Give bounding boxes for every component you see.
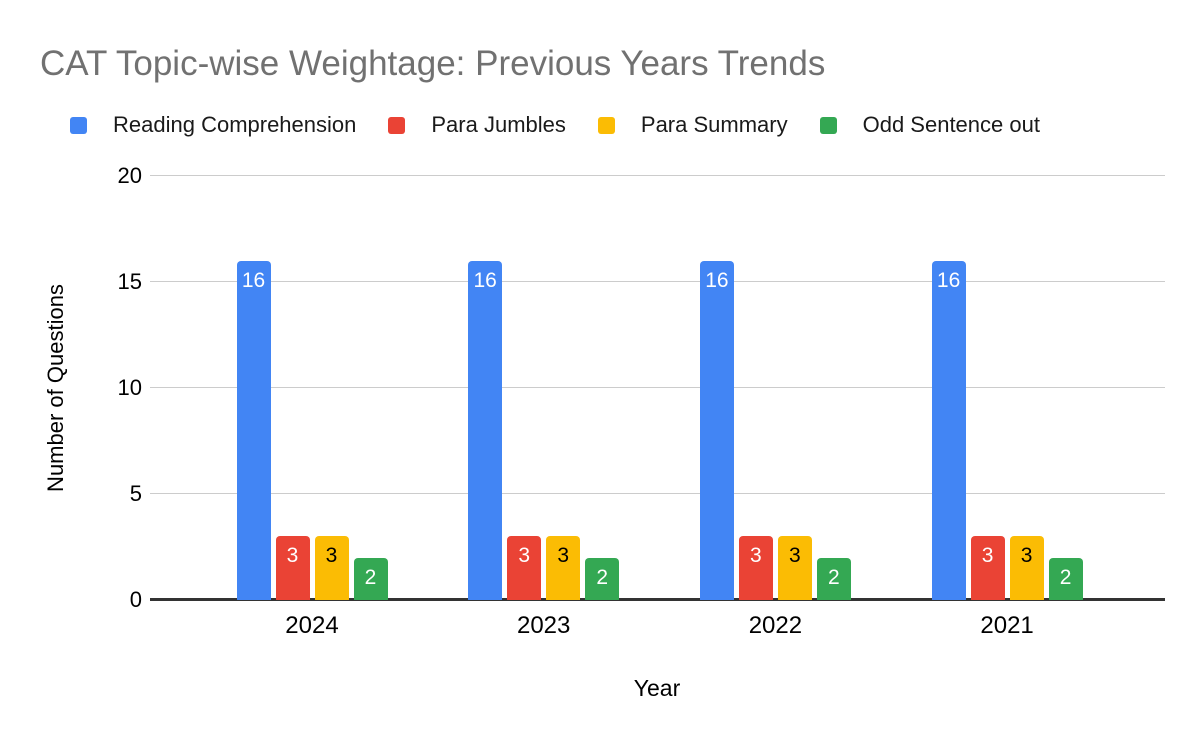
bar-group-2021: 16 3 3 2 <box>931 176 1083 600</box>
legend-swatch-icon <box>70 116 87 134</box>
bar-2023-odd-sentence-out: 2 <box>585 557 620 600</box>
y-tick-label-0: 0 <box>129 587 142 612</box>
legend-label: Para Jumbles <box>431 112 566 137</box>
legend-item-para-summary: Para Summary <box>597 112 788 138</box>
bar-2023-para-jumbles: 3 <box>507 536 542 600</box>
bar-value-label: 2 <box>1059 565 1072 589</box>
bar-2023-para-summary: 3 <box>546 536 581 600</box>
bar-value-label: 3 <box>750 544 762 568</box>
bar-group-2024: 16 3 3 2 <box>236 176 388 600</box>
legend-label: Odd Sentence out <box>862 112 1040 137</box>
bar-value-label: 2 <box>364 565 377 589</box>
y-tick-label-20: 20 <box>117 163 142 188</box>
plot-area: 16 3 3 2 16 3 3 2 16 3 3 2 16 3 3 2 <box>150 175 1165 601</box>
legend-label: Para Summary <box>640 112 788 137</box>
bar-value-label: 16 <box>705 268 729 292</box>
bar-value-label: 3 <box>286 544 299 568</box>
legend-swatch-icon <box>388 116 406 134</box>
bar-value-label: 3 <box>789 544 801 568</box>
legend-item-odd-sentence-out: Odd Sentence out <box>819 112 1040 138</box>
bar-2022-odd-sentence-out: 2 <box>816 557 851 600</box>
y-axis-title: Number of Questions <box>43 284 68 492</box>
legend-swatch-icon <box>819 116 837 134</box>
gridline-5 <box>150 493 1165 494</box>
bar-value-label: 3 <box>325 544 338 568</box>
bar-value-label: 3 <box>981 544 994 568</box>
y-tick-label-15: 15 <box>117 269 142 294</box>
bar-2021-odd-sentence-out: 2 <box>1048 557 1083 600</box>
legend-item-para-jumbles: Para Jumbles <box>388 112 566 138</box>
bar-value-label: 3 <box>1020 544 1033 568</box>
bar-value-label: 16 <box>936 268 961 292</box>
bar-value-label: 3 <box>557 544 570 568</box>
bar-2022-para-jumbles: 3 <box>738 536 773 600</box>
bar-group-2022: 16 3 3 2 <box>699 176 851 600</box>
bar-value-label: 2 <box>828 565 840 589</box>
y-tick-label-10: 10 <box>117 375 142 400</box>
bar-2021-para-summary: 3 <box>1009 536 1044 600</box>
bar-value-label: 16 <box>241 268 266 292</box>
bar-2022-reading-comprehension: 16 <box>699 260 734 600</box>
bar-group-2023: 16 3 3 2 <box>468 176 620 600</box>
legend-swatch-icon <box>597 116 615 134</box>
bar-2024-para-summary: 3 <box>314 536 349 600</box>
chart-title: CAT Topic-wise Weightage: Previous Years… <box>40 44 826 83</box>
legend-item-reading-comprehension: Reading Comprehension <box>70 112 356 138</box>
bar-2024-odd-sentence-out: 2 <box>353 557 388 600</box>
y-tick-label-5: 5 <box>129 481 142 506</box>
bar-2021-reading-comprehension: 16 <box>931 260 966 600</box>
x-axis-title: Year <box>633 675 681 701</box>
bar-value-label: 3 <box>518 544 531 568</box>
bar-2024-reading-comprehension: 16 <box>236 260 271 600</box>
x-tick-label-2023: 2023 <box>516 612 571 639</box>
x-axis-line <box>150 598 1165 601</box>
gridline-10 <box>150 387 1165 388</box>
bar-value-label: 2 <box>596 565 609 589</box>
legend-label: Reading Comprehension <box>113 112 357 137</box>
gridline-20 <box>150 175 1165 176</box>
bar-value-label: 16 <box>473 268 497 292</box>
bar-2021-para-jumbles: 3 <box>970 536 1005 600</box>
bar-2022-para-summary: 3 <box>777 536 812 600</box>
x-tick-label-2022: 2022 <box>748 612 803 639</box>
x-tick-label-2024: 2024 <box>285 612 339 639</box>
x-tick-label-2021: 2021 <box>980 612 1034 639</box>
bar-2024-para-jumbles: 3 <box>275 536 310 600</box>
gridline-15 <box>150 281 1165 282</box>
bar-2023-reading-comprehension: 16 <box>468 260 503 600</box>
chart-legend: Reading Comprehension Para Jumbles Para Su… <box>70 112 1040 138</box>
